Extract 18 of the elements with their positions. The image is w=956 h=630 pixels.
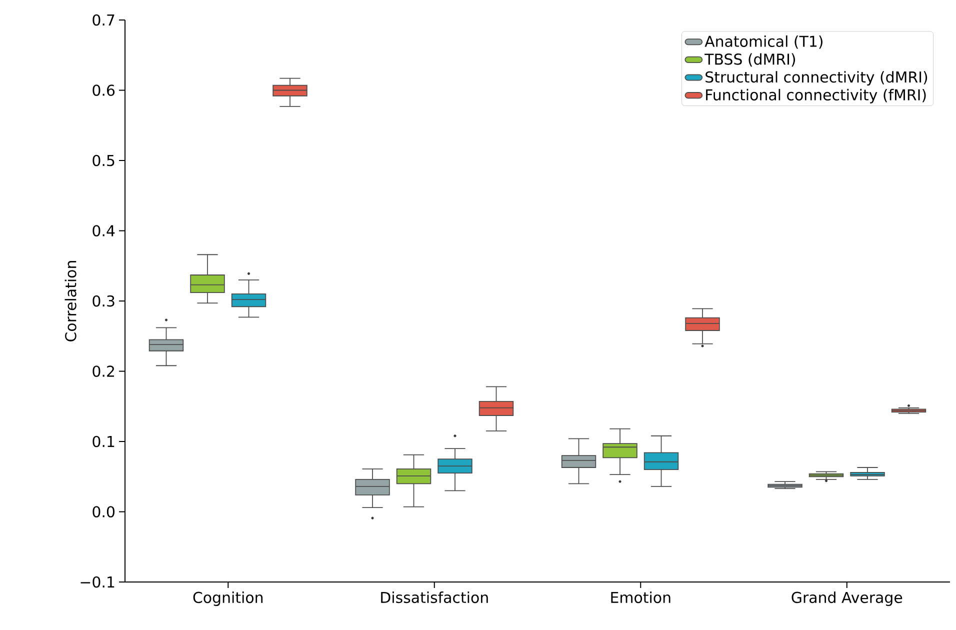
y-tick-label: 0.5 [92,154,114,166]
legend-label: TBSS (dMRI) [704,53,796,67]
y-tick-label: 0.6 [92,84,115,96]
legend-label: Anatomical (T1) [704,35,822,49]
y-axis-title: Correlation [64,261,76,342]
y-tick-label: 0.1 [92,436,114,448]
legend-label: Structural connectivity (dMRI) [706,71,928,86]
x-tick-label: Grand Average [792,592,902,606]
legend-label: Functional connectivity (fMRI) [706,88,926,104]
y-tick-label: 0.3 [92,295,114,307]
x-tick-label: Cognition [193,592,263,606]
x-tick-label: Emotion [611,592,670,604]
y-tick-label: 0.2 [92,366,114,377]
y-tick-label: 0.4 [92,225,115,236]
y-tick-label: 0.7 [92,14,114,26]
y-tick-label: 0.0 [92,506,114,518]
x-tick-label: Dissatisfaction [381,592,488,604]
y-tick-label: −0.1 [80,576,114,588]
